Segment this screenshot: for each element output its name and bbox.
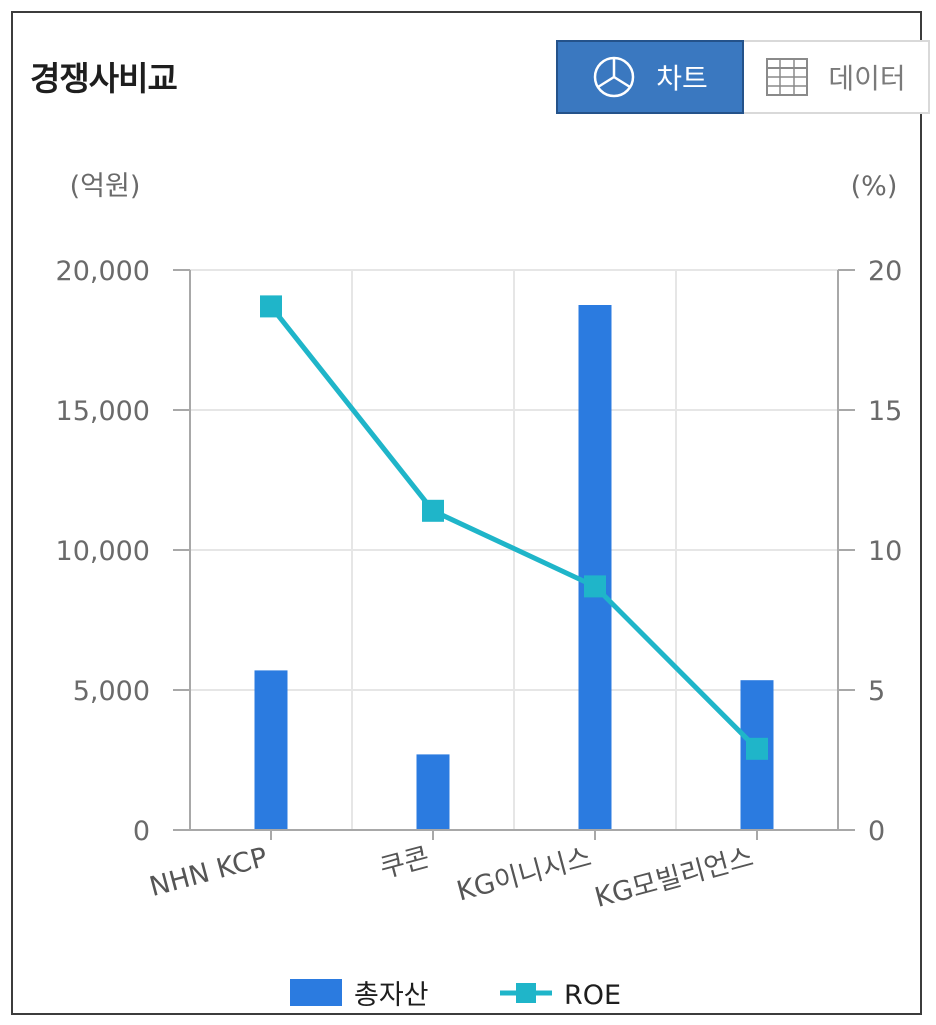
legend-bar-label: 총자산	[354, 980, 429, 1011]
legend-line-label: ROE	[564, 980, 621, 1011]
y-left-tick-label: 0	[133, 816, 150, 847]
data-view-label: 데이터	[828, 62, 906, 95]
chart-panel	[11, 11, 922, 1015]
roe-point-1	[260, 295, 282, 318]
x-category-label: 쿠콘	[377, 842, 433, 885]
legend-line-marker	[516, 983, 536, 1003]
y-left-tick-label: 5,000	[73, 676, 150, 707]
pie-chart-icon	[592, 55, 636, 99]
y-left-unit-label: (억원)	[70, 171, 141, 202]
roe-point-3	[584, 575, 606, 598]
legend-bar-swatch	[290, 979, 342, 1006]
x-category-label: KG모빌리언스	[592, 842, 757, 914]
roe-point-2	[422, 499, 444, 522]
chart-view-label: 차트	[656, 62, 708, 95]
view-toggle: 차트 데이터	[556, 40, 930, 114]
roe-line	[269, 304, 759, 751]
table-grid-icon	[766, 58, 809, 96]
bar-2	[416, 754, 450, 830]
roe-point-4	[746, 737, 768, 760]
bar-1	[254, 670, 288, 830]
y-right-tick-label: 0	[868, 816, 885, 847]
page-title: 경쟁사비교	[30, 59, 178, 98]
x-category-label: NHN KCP	[146, 842, 271, 903]
y-right-tick-label: 10	[868, 536, 902, 567]
y-right-unit-label: (%)	[851, 171, 898, 202]
y-right-tick-label: 5	[868, 676, 885, 707]
bar-3	[578, 305, 612, 830]
y-left-tick-label: 20,000	[56, 256, 150, 287]
x-category-label: KG이니시스	[453, 842, 594, 908]
y-right-tick-label: 20	[868, 256, 902, 287]
y-left-tick-label: 10,000	[56, 536, 150, 567]
data-view-button[interactable]: 데이터	[744, 40, 930, 114]
y-right-tick-label: 15	[868, 396, 902, 427]
y-left-tick-label: 15,000	[56, 396, 150, 427]
chart-view-button[interactable]: 차트	[556, 40, 744, 114]
